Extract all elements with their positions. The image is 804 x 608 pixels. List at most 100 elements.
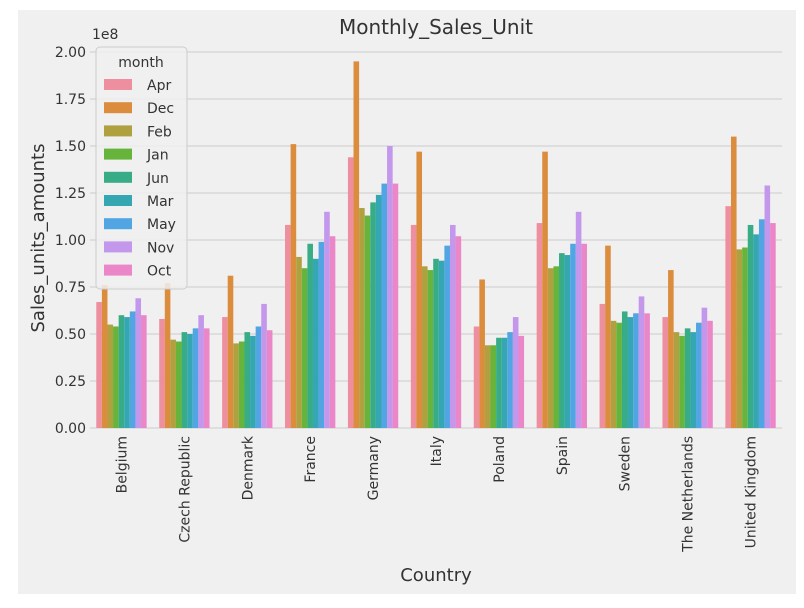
bar-jan [113,326,119,428]
bar-dec [730,136,737,428]
bar-jun [747,224,754,428]
bar-dec [479,279,485,428]
legend-title: month [118,55,163,71]
bar-dec [605,245,611,428]
x-tick-label: Belgium [114,436,130,493]
bar-jun [559,253,565,428]
bar-jan [301,268,308,428]
x-tick-label: France [303,436,319,483]
x-tick-label: Italy [429,436,445,466]
bar-nov [701,307,708,428]
bar-dec [668,270,674,428]
y-tick-label: 1.50 [55,139,86,155]
bar-feb [296,256,302,428]
y-tick-label: 2.00 [55,45,86,61]
bar-oct [770,223,776,428]
bar-oct [203,328,210,428]
bar-apr [725,206,731,428]
bar-mar [124,317,130,428]
bar-nov [135,298,142,428]
legend-label: Nov [147,240,174,256]
bar-dec [164,283,171,428]
bar-jan [238,341,245,428]
bar-apr [599,303,606,428]
bar-jun [181,332,188,428]
bar-mar [312,258,319,428]
bar-jun [684,328,691,428]
y-offset-label: 1e8 [92,27,118,43]
bar-jan [364,215,371,428]
legend-swatch [104,125,132,137]
bar-nov [449,224,456,428]
bar-nov [638,296,645,428]
legend-swatch [104,195,132,206]
bar-mar [564,255,571,428]
legend-label: Apr [147,78,171,94]
legend-swatch [104,79,132,90]
bar-jan [553,266,560,428]
bar-mar [438,260,445,428]
x-tick-label: Poland [492,436,508,483]
y-tick-label: 0.25 [55,374,86,390]
y-tick-label: 0.75 [55,280,86,296]
bar-apr [536,223,543,428]
bar-dec [290,144,297,428]
bar-oct [644,313,650,428]
bar-mar [375,194,382,428]
legend-swatch [104,171,132,183]
bar-nov [261,303,267,428]
x-tick-label: Denmark [240,435,256,500]
bar-dec [101,285,108,428]
bar-nov [764,185,771,428]
bar-jun [496,337,502,428]
bar-apr [662,317,669,428]
bar-apr [347,157,354,428]
bar-jan [679,335,685,428]
bar-may [507,332,513,428]
bar-feb [736,249,743,428]
legend-swatch [104,264,132,276]
legend-items: Apr Dec Feb Jan Jun Mar May Nov Oct [104,78,176,280]
bar-nov [512,317,519,428]
bar-jun [307,243,313,428]
y-tick-label: 0.00 [55,421,86,437]
x-tick-label: Czech Republic [177,436,193,543]
legend-label: Jan [146,148,169,164]
bar-oct [518,335,525,428]
x-tick-label: Germany [366,436,382,500]
bar-apr [222,317,228,428]
bar-oct [266,330,273,428]
bar-feb [359,208,365,428]
bar-jan [175,341,182,428]
y-axis-ticks: 0.00 0.25 0.50 0.75 1.00 1.25 1.50 1.75 2.00 [55,45,86,437]
bar-may [444,245,450,428]
bar-nov [324,211,330,428]
bar-may [758,219,765,428]
bar-may [129,311,136,428]
bar-apr [96,302,102,428]
bar-jan [742,247,748,428]
bar-may [696,322,702,428]
bar-dec [542,151,548,428]
bar-mar [753,234,759,428]
bar-oct [141,315,147,428]
legend: month Apr Dec Feb Jan Jun Mar May Nov Oct [95,46,188,290]
bar-may [318,241,325,428]
legend-label: Feb [147,124,172,140]
bar-mar [690,332,697,428]
bars [96,61,776,429]
x-axis-label: Country [400,565,472,586]
bar-nov [198,315,204,428]
bar-feb [107,324,114,428]
legend-swatch [104,102,132,114]
bar-oct [329,236,336,428]
bar-oct [455,236,462,428]
bar-apr [473,326,480,428]
bar-mar [250,335,256,428]
y-axis-label: Sales_units_amounts [28,144,49,333]
legend-label: Dec [147,101,174,117]
y-tick-label: 1.25 [55,186,86,202]
bar-feb [610,320,617,428]
